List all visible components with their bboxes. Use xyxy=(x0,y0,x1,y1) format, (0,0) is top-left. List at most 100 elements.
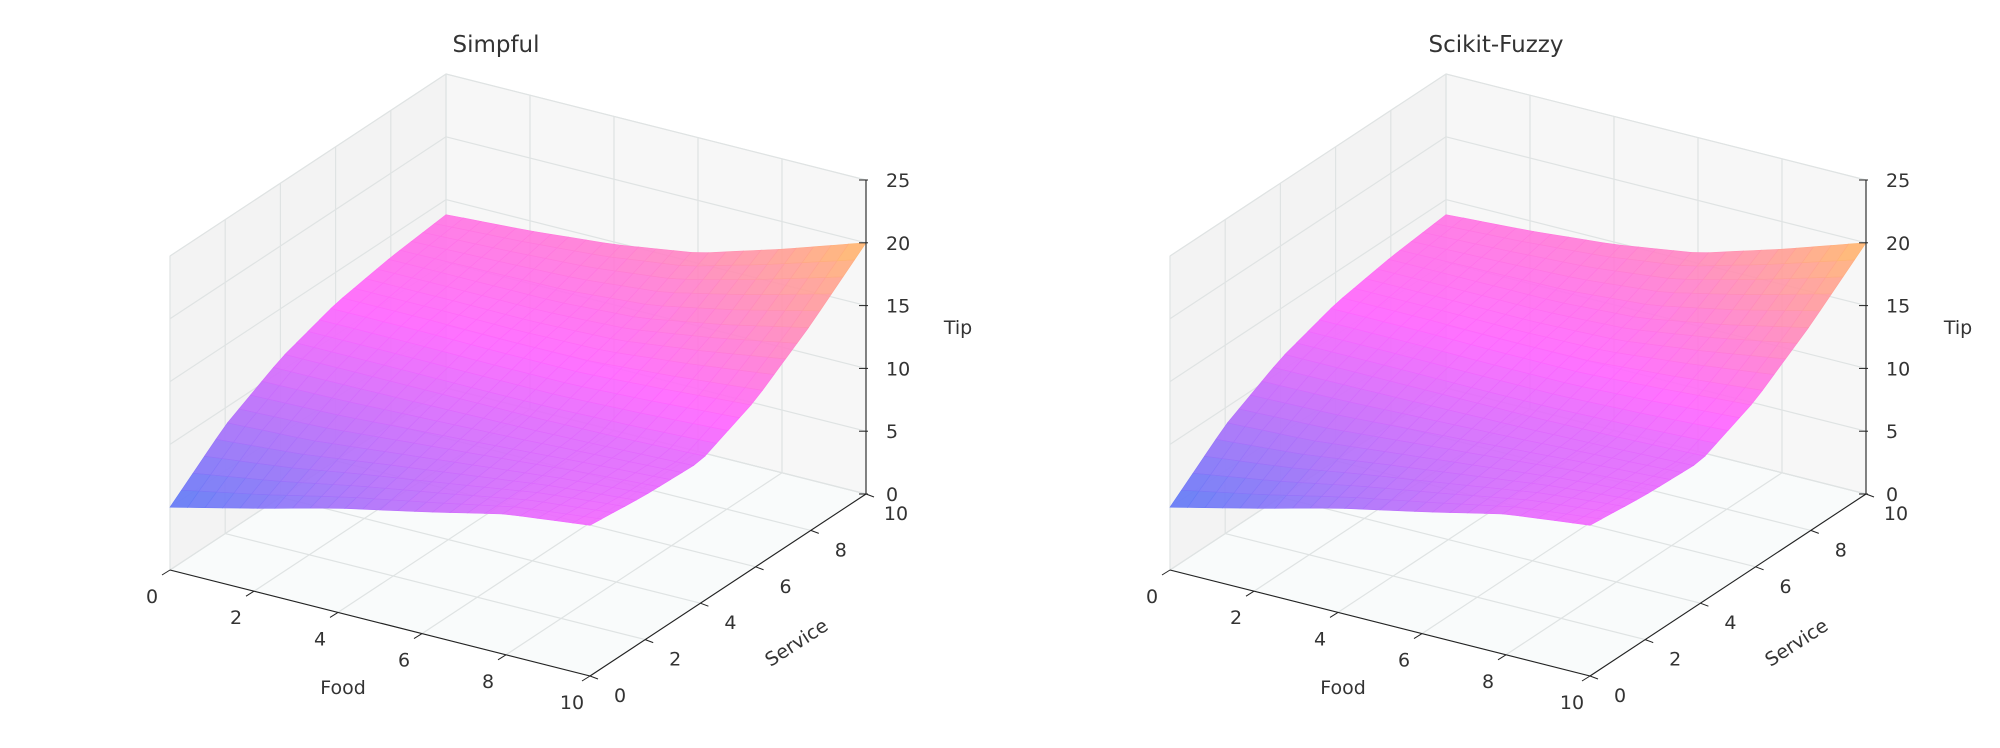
x-axis-ticks: 0 2 4 6 8 10 xyxy=(1146,569,1591,714)
x-tick-label: 10 xyxy=(560,692,584,714)
surface-plot-simpful: 0 2 4 6 8 10 0 2 4 6 8 10 0 5 10 15 20 25 Simpful Food Se… xyxy=(146,32,972,714)
z-tick-label: 25 xyxy=(1886,170,1910,192)
x-tick-label: 4 xyxy=(1314,628,1326,650)
y-tick-label: 4 xyxy=(1724,612,1736,634)
gridline xyxy=(169,199,447,383)
x-axis-label: Food xyxy=(1320,677,1366,699)
z-tick-label: 15 xyxy=(1886,296,1910,318)
surface xyxy=(169,214,867,526)
x-tick-mark xyxy=(413,633,423,640)
z-tick-label: 20 xyxy=(886,233,910,255)
x-tick-mark xyxy=(1581,675,1591,682)
surface-plot-scikit-fuzzy: 0 2 4 6 8 10 0 2 4 6 8 10 0 5 10 15 20 25 Scikit-Fuzzy Fo… xyxy=(1000,0,2000,748)
gridline xyxy=(1225,533,1646,641)
z-tick-label: 25 xyxy=(886,170,910,192)
x-tick-mark xyxy=(1329,611,1339,618)
x-tick-mark xyxy=(1413,633,1423,640)
y-tick-label: 0 xyxy=(614,685,626,707)
surface-patch xyxy=(1433,214,1465,228)
z-tick-label: 5 xyxy=(886,421,898,443)
z-tick-label: 5 xyxy=(1886,421,1898,443)
z-axis-ticks: 0 5 10 15 20 25 xyxy=(1859,170,1910,506)
x-tick-label: 0 xyxy=(1146,586,1158,608)
y-axis-ticks: 0 2 4 6 8 10 xyxy=(589,493,908,707)
z-tick-label: 15 xyxy=(886,296,910,318)
y-tick-mark xyxy=(1810,529,1819,534)
x-axis-line xyxy=(1169,569,1591,677)
y-tick-label: 4 xyxy=(724,612,736,634)
x-tick-label: 0 xyxy=(146,586,158,608)
x-axis-label: Food xyxy=(320,677,366,699)
x-tick-mark xyxy=(245,590,255,597)
gridline xyxy=(1445,136,1867,244)
y-axis-line xyxy=(589,493,867,677)
z-tick-label: 20 xyxy=(1886,233,1910,255)
y-axis-line xyxy=(1589,493,1867,677)
gridline xyxy=(1280,496,1701,604)
z-axis-label: Tip xyxy=(943,317,972,339)
z-axis-label: Tip xyxy=(1943,317,1972,339)
x-tick-mark xyxy=(1245,590,1255,597)
gridline xyxy=(1169,199,1447,383)
z-tick-label: 0 xyxy=(886,484,898,506)
gridline xyxy=(225,533,646,641)
y-tick-mark xyxy=(589,675,599,680)
y-tick-mark xyxy=(755,566,764,571)
chart-title: Scikit-Fuzzy xyxy=(1429,32,1564,58)
x-axis-ticks: 0 2 4 6 8 10 xyxy=(146,569,591,714)
y-tick-label: 10 xyxy=(884,503,908,525)
x-tick-label: 6 xyxy=(1398,650,1410,672)
y-tick-label: 2 xyxy=(669,649,681,671)
y-tick-mark xyxy=(1645,639,1654,644)
y-tick-mark xyxy=(1589,675,1599,680)
surface-patch xyxy=(433,214,465,228)
x-tick-mark xyxy=(161,569,171,576)
y-tick-mark xyxy=(1700,602,1709,607)
x-tick-label: 8 xyxy=(1482,671,1494,693)
x-axis-line xyxy=(169,569,591,677)
gridline xyxy=(1169,73,1447,257)
y-tick-label: 8 xyxy=(1835,539,1847,561)
x-tick-label: 2 xyxy=(1230,607,1242,629)
y-tick-label: 2 xyxy=(1669,649,1681,671)
z-tick-label: 0 xyxy=(1886,484,1898,506)
gridline xyxy=(1445,73,1867,181)
y-tick-label: 8 xyxy=(835,539,847,561)
x-tick-mark xyxy=(1161,569,1171,576)
y-axis-ticks: 0 2 4 6 8 10 xyxy=(1589,493,1908,707)
z-axis-ticks: 0 5 10 15 20 25 xyxy=(859,170,910,506)
y-tick-label: 0 xyxy=(1614,685,1626,707)
x-tick-label: 10 xyxy=(1560,692,1584,714)
x-tick-label: 2 xyxy=(230,607,242,629)
gridline xyxy=(169,73,447,257)
x-tick-mark xyxy=(581,675,591,682)
surface xyxy=(1169,214,1867,526)
y-tick-mark xyxy=(645,639,654,644)
y-tick-label: 6 xyxy=(780,576,792,598)
x-tick-mark xyxy=(497,654,507,661)
gridline xyxy=(445,136,867,244)
chart-title: Simpful xyxy=(452,32,539,58)
gridline xyxy=(445,73,867,181)
x-tick-label: 4 xyxy=(314,628,326,650)
y-axis-label: Service xyxy=(761,615,832,672)
y-axis-label: Service xyxy=(1761,615,1832,672)
z-tick-label: 10 xyxy=(1886,358,1910,380)
y-tick-mark xyxy=(700,602,709,607)
x-tick-label: 6 xyxy=(398,650,410,672)
x-tick-mark xyxy=(1497,654,1507,661)
x-tick-label: 8 xyxy=(482,671,494,693)
y-tick-mark xyxy=(810,529,819,534)
y-tick-label: 10 xyxy=(1884,503,1908,525)
axes xyxy=(1169,180,1867,677)
gridline xyxy=(505,472,783,656)
gridline xyxy=(1169,136,1447,320)
gridline xyxy=(1505,472,1783,656)
gridline xyxy=(169,136,447,320)
gridline xyxy=(280,496,701,604)
y-tick-mark xyxy=(1755,566,1764,571)
axes xyxy=(169,180,867,677)
z-tick-label: 10 xyxy=(886,358,910,380)
